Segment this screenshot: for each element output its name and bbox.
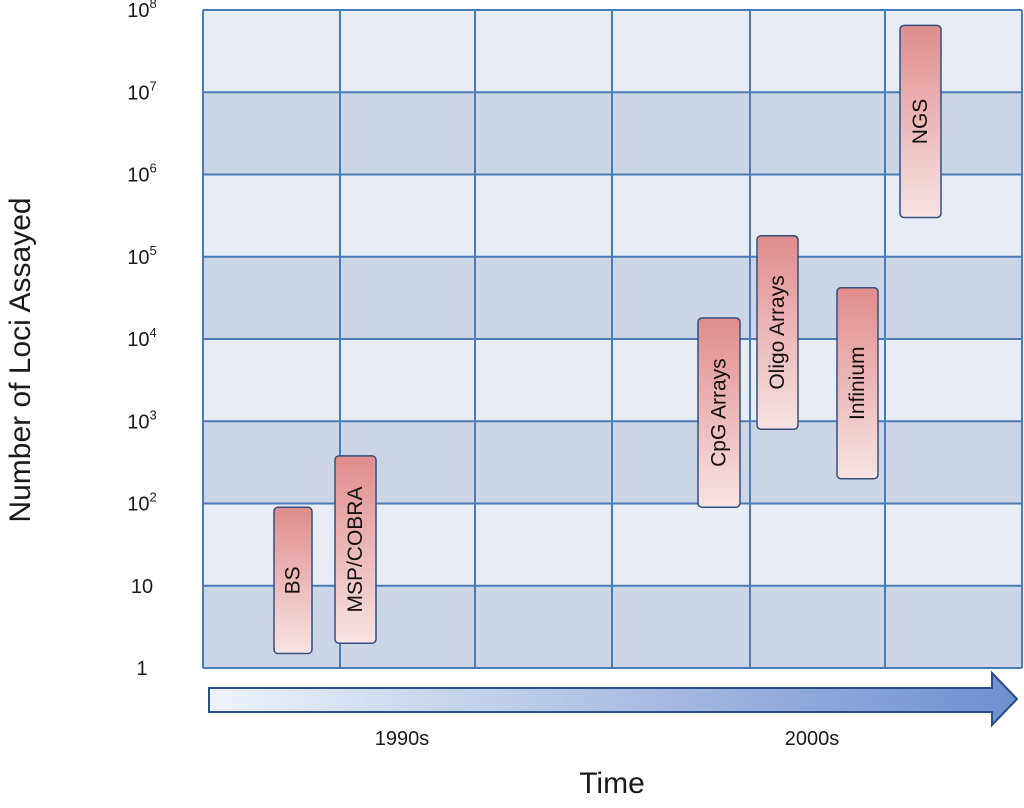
range-bar-rect xyxy=(836,286,879,480)
y-axis-label: Number of Loci Assayed xyxy=(4,197,37,522)
y-tick-label: 105 xyxy=(127,243,156,269)
y-tick-label: 10 xyxy=(131,576,153,598)
x-axis-label: Time xyxy=(579,767,645,800)
range-bar-label: CpG Arrays xyxy=(708,358,731,467)
range-bar-rect xyxy=(756,235,799,430)
range-bar-rect xyxy=(697,317,741,509)
time-arrow xyxy=(208,670,1019,728)
period-label-1990s: 1990s xyxy=(375,728,430,750)
range-bar-rect xyxy=(334,455,377,644)
range-bar-rect xyxy=(273,506,313,655)
range-bar-oligo-arrays: Oligo Arrays xyxy=(756,235,799,430)
range-bar-label: BS xyxy=(282,566,305,594)
y-tick-label: 103 xyxy=(127,407,156,433)
range-bar-ngs: NGS xyxy=(899,24,942,219)
range-bars: BS MSP/COBRA CpG Arrays Oligo Arrays Infiniu… xyxy=(273,24,942,655)
y-tick-label: 1 xyxy=(136,658,147,680)
y-tick-label: 108 xyxy=(127,0,156,22)
period-label-2000s: 2000s xyxy=(785,728,840,750)
y-tick-label: 102 xyxy=(127,490,156,516)
y-tick-label: 104 xyxy=(127,325,156,351)
range-bar-bs: BS xyxy=(273,506,313,655)
range-bar-cpg-arrays: CpG Arrays xyxy=(697,317,741,509)
range-bar-rect xyxy=(899,24,942,219)
time-arrow-shape xyxy=(208,670,1019,728)
range-bar-label: Infinium xyxy=(846,346,869,420)
y-axis-ticks: 1 10 102 103 104 105 106 107 108 xyxy=(127,0,156,680)
range-bar-infinium: Infinium xyxy=(836,286,879,480)
range-bar-msp-cobra: MSP/COBRA xyxy=(334,455,377,644)
range-bar-label: Oligo Arrays xyxy=(766,275,789,389)
y-tick-label: 106 xyxy=(127,161,156,187)
y-tick-label: 107 xyxy=(127,78,156,104)
range-bar-label: NGS xyxy=(909,99,932,145)
range-bar-label: MSP/COBRA xyxy=(344,487,367,613)
